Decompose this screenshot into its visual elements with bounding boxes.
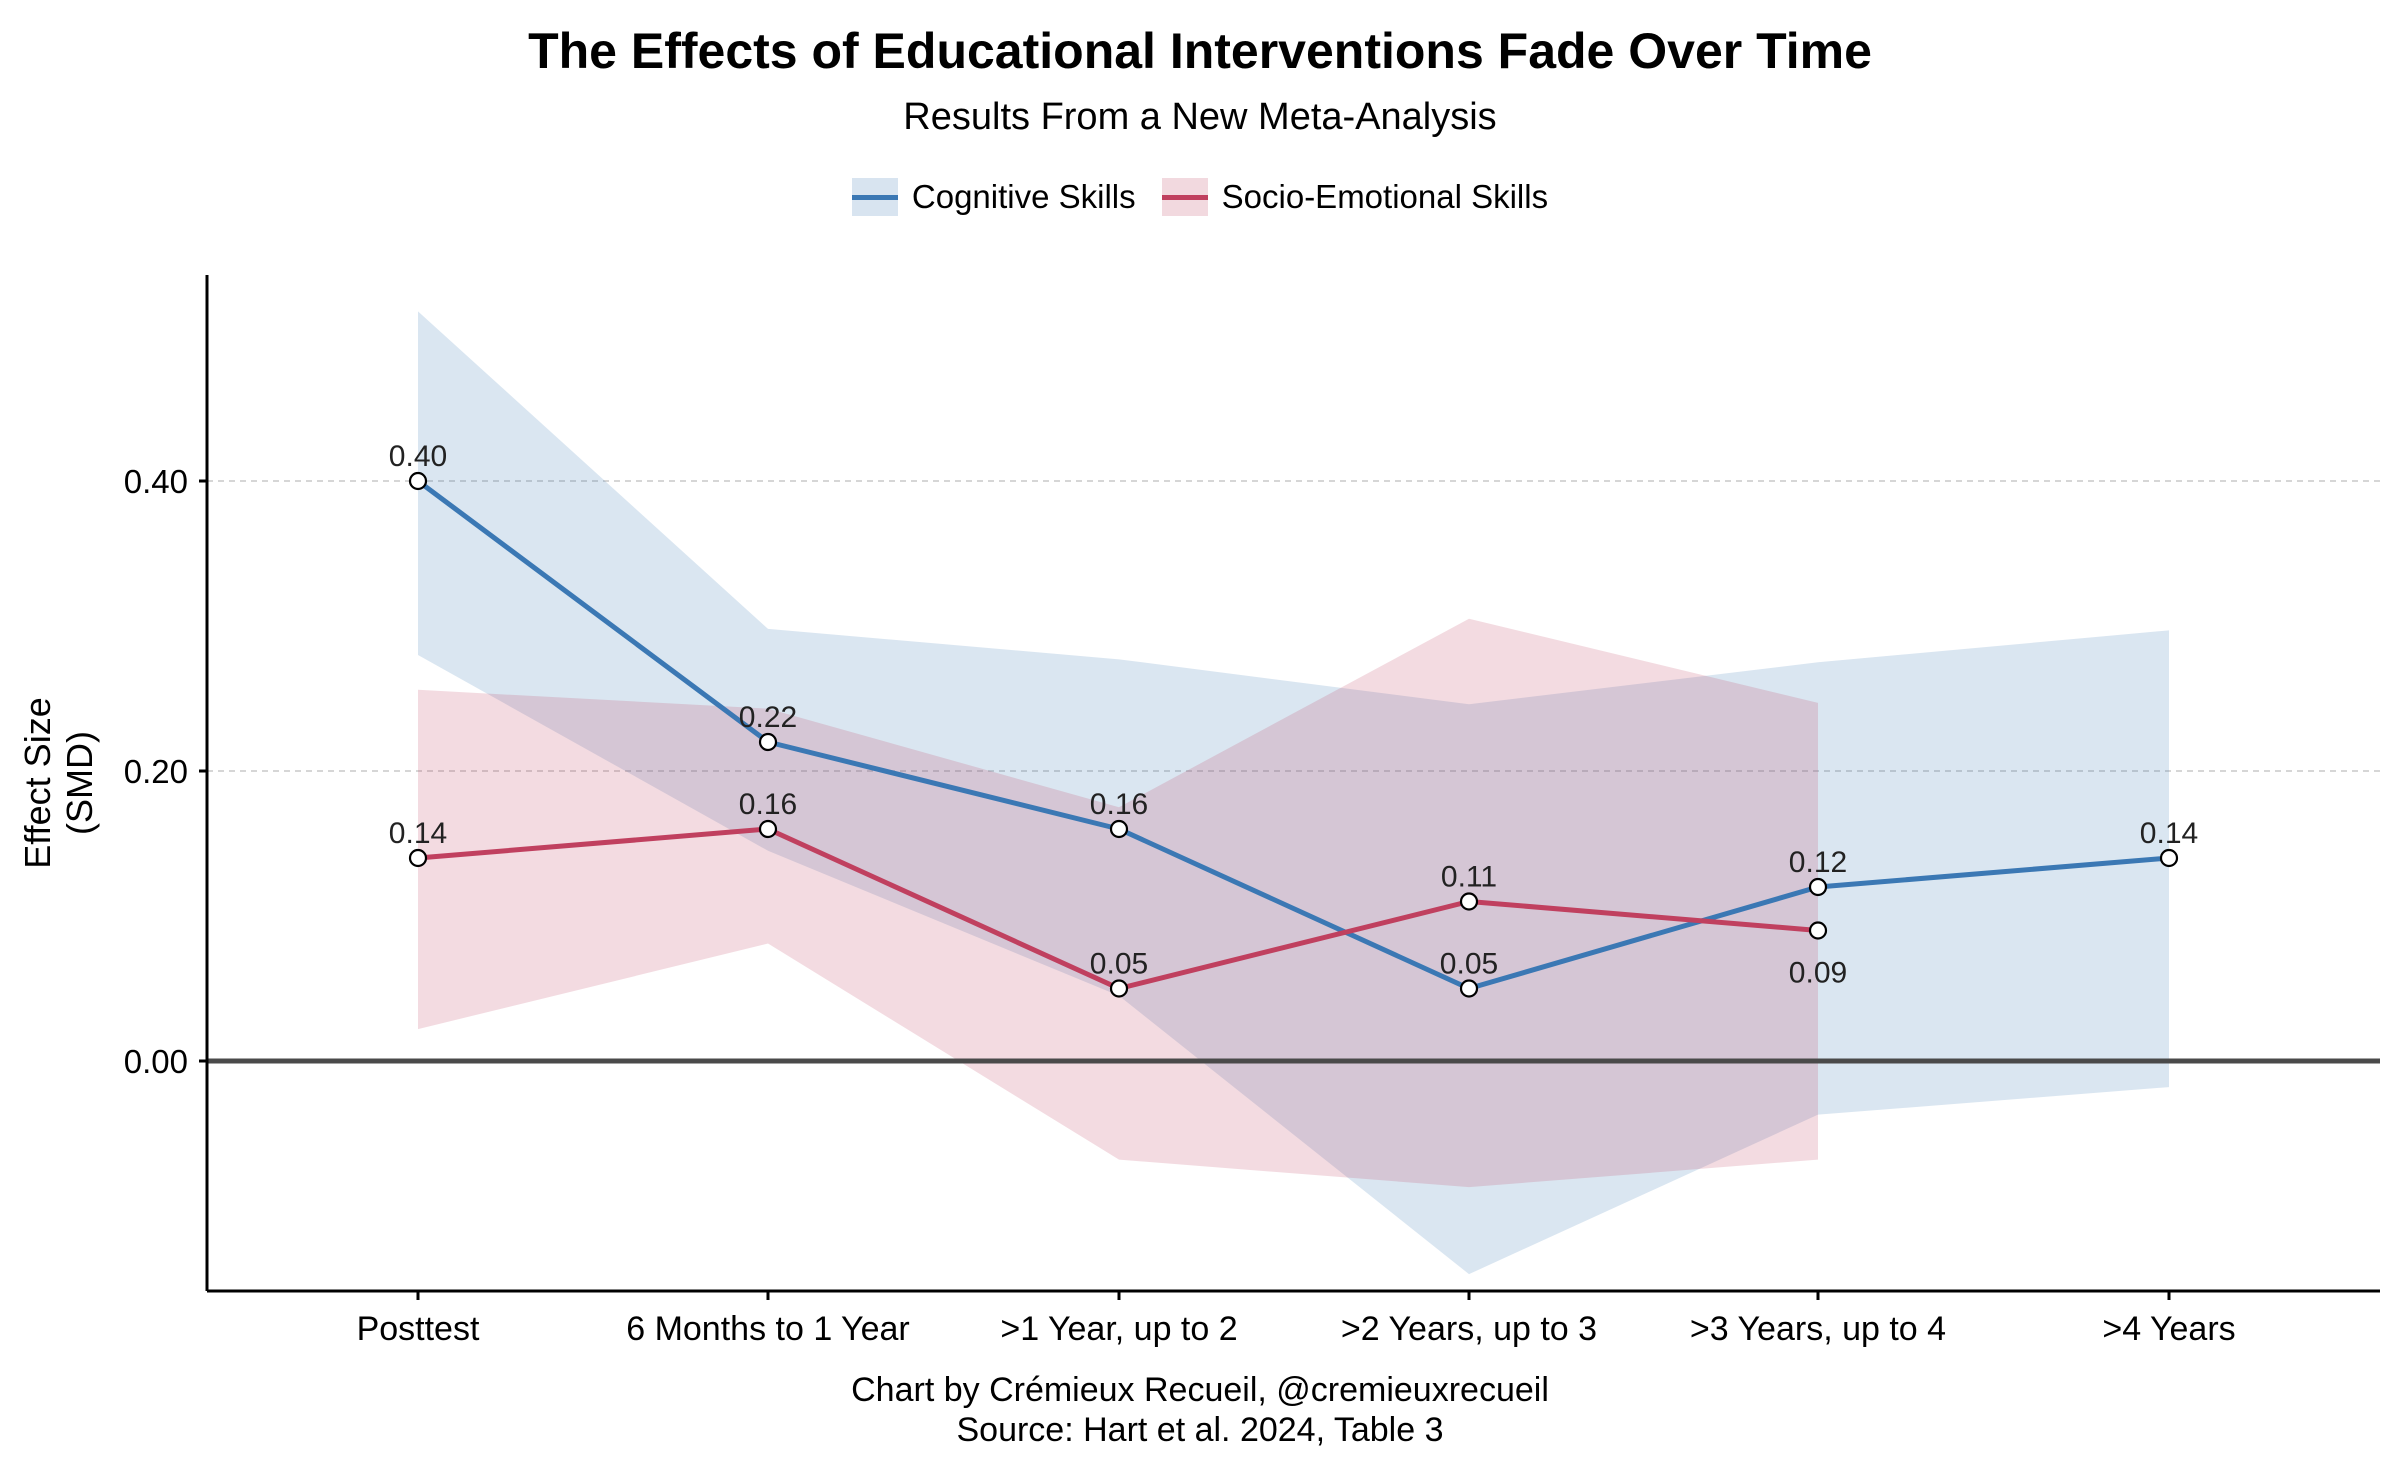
legend-swatch-cognitive xyxy=(851,178,898,216)
data-point xyxy=(408,471,428,491)
data-point xyxy=(2159,848,2179,868)
data-label: 0.14 xyxy=(2140,817,2198,850)
legend-item-socio-emotional: Socio-Emotional Skills xyxy=(1161,178,1549,216)
data-point xyxy=(1808,921,1828,940)
data-label: 0.16 xyxy=(1090,788,1148,821)
x-tick-label: >2 Years, up to 3 xyxy=(1341,1310,1597,1348)
y-tick-label: 0.40 xyxy=(124,463,188,500)
legend: Cognitive Skills Socio-Emotional Skills xyxy=(0,178,2400,216)
data-point xyxy=(758,819,778,839)
data-label: 0.16 xyxy=(739,788,797,821)
data-point xyxy=(1459,892,1479,911)
data-point xyxy=(1109,819,1129,839)
data-label: 0.22 xyxy=(739,701,797,734)
x-tick-label: >1 Year, up to 2 xyxy=(1000,1310,1237,1348)
y-axis-label-line2: (SMD) xyxy=(59,731,100,835)
y-tick-label: 0.00 xyxy=(124,1043,188,1080)
y-axis-label-line1: Effect Size xyxy=(17,697,58,868)
data-point xyxy=(1109,979,1129,998)
data-label: 0.11 xyxy=(1441,861,1497,894)
legend-swatch-socio-emotional xyxy=(1161,178,1208,216)
series-line-0 xyxy=(416,478,2170,991)
chart-footer: Chart by Crémieux Recueil, @cremieuxrecu… xyxy=(0,1370,2400,1450)
data-point xyxy=(1808,877,1828,897)
data-label: 0.05 xyxy=(1440,948,1498,981)
legend-label-cognitive: Cognitive Skills xyxy=(911,178,1136,215)
legend-label-socio-emotional: Socio-Emotional Skills xyxy=(1221,178,1549,215)
x-tick-label: >3 Years, up to 4 xyxy=(1690,1310,1946,1348)
x-tick-label: Posttest xyxy=(357,1310,480,1348)
ci-band-0 xyxy=(418,311,2169,1275)
legend-item-cognitive: Cognitive Skills xyxy=(851,178,1136,216)
data-point xyxy=(408,848,428,868)
data-label: 0.14 xyxy=(389,817,447,850)
chart-title: The Effects of Educational Interventions… xyxy=(528,23,1872,79)
x-tick-label: 6 Months to 1 Year xyxy=(626,1310,910,1348)
data-point xyxy=(758,732,778,752)
credit-text: Chart by Crémieux Recueil, @cremieuxrecu… xyxy=(851,1371,1549,1409)
ci-band-1 xyxy=(418,618,1818,1188)
data-label: 0.12 xyxy=(1789,846,1847,879)
x-tick-label: >4 Years xyxy=(2102,1310,2235,1348)
data-label: 0.05 xyxy=(1090,948,1148,981)
y-tick-label: 0.20 xyxy=(124,753,188,790)
chart-subtitle: Results From a New Meta-Analysis xyxy=(903,96,1497,138)
data-label: 0.09 xyxy=(1789,957,1847,990)
data-point xyxy=(1459,979,1479,998)
data-label: 0.40 xyxy=(389,440,447,473)
source-text: Source: Hart et al. 2024, Table 3 xyxy=(956,1411,1444,1449)
